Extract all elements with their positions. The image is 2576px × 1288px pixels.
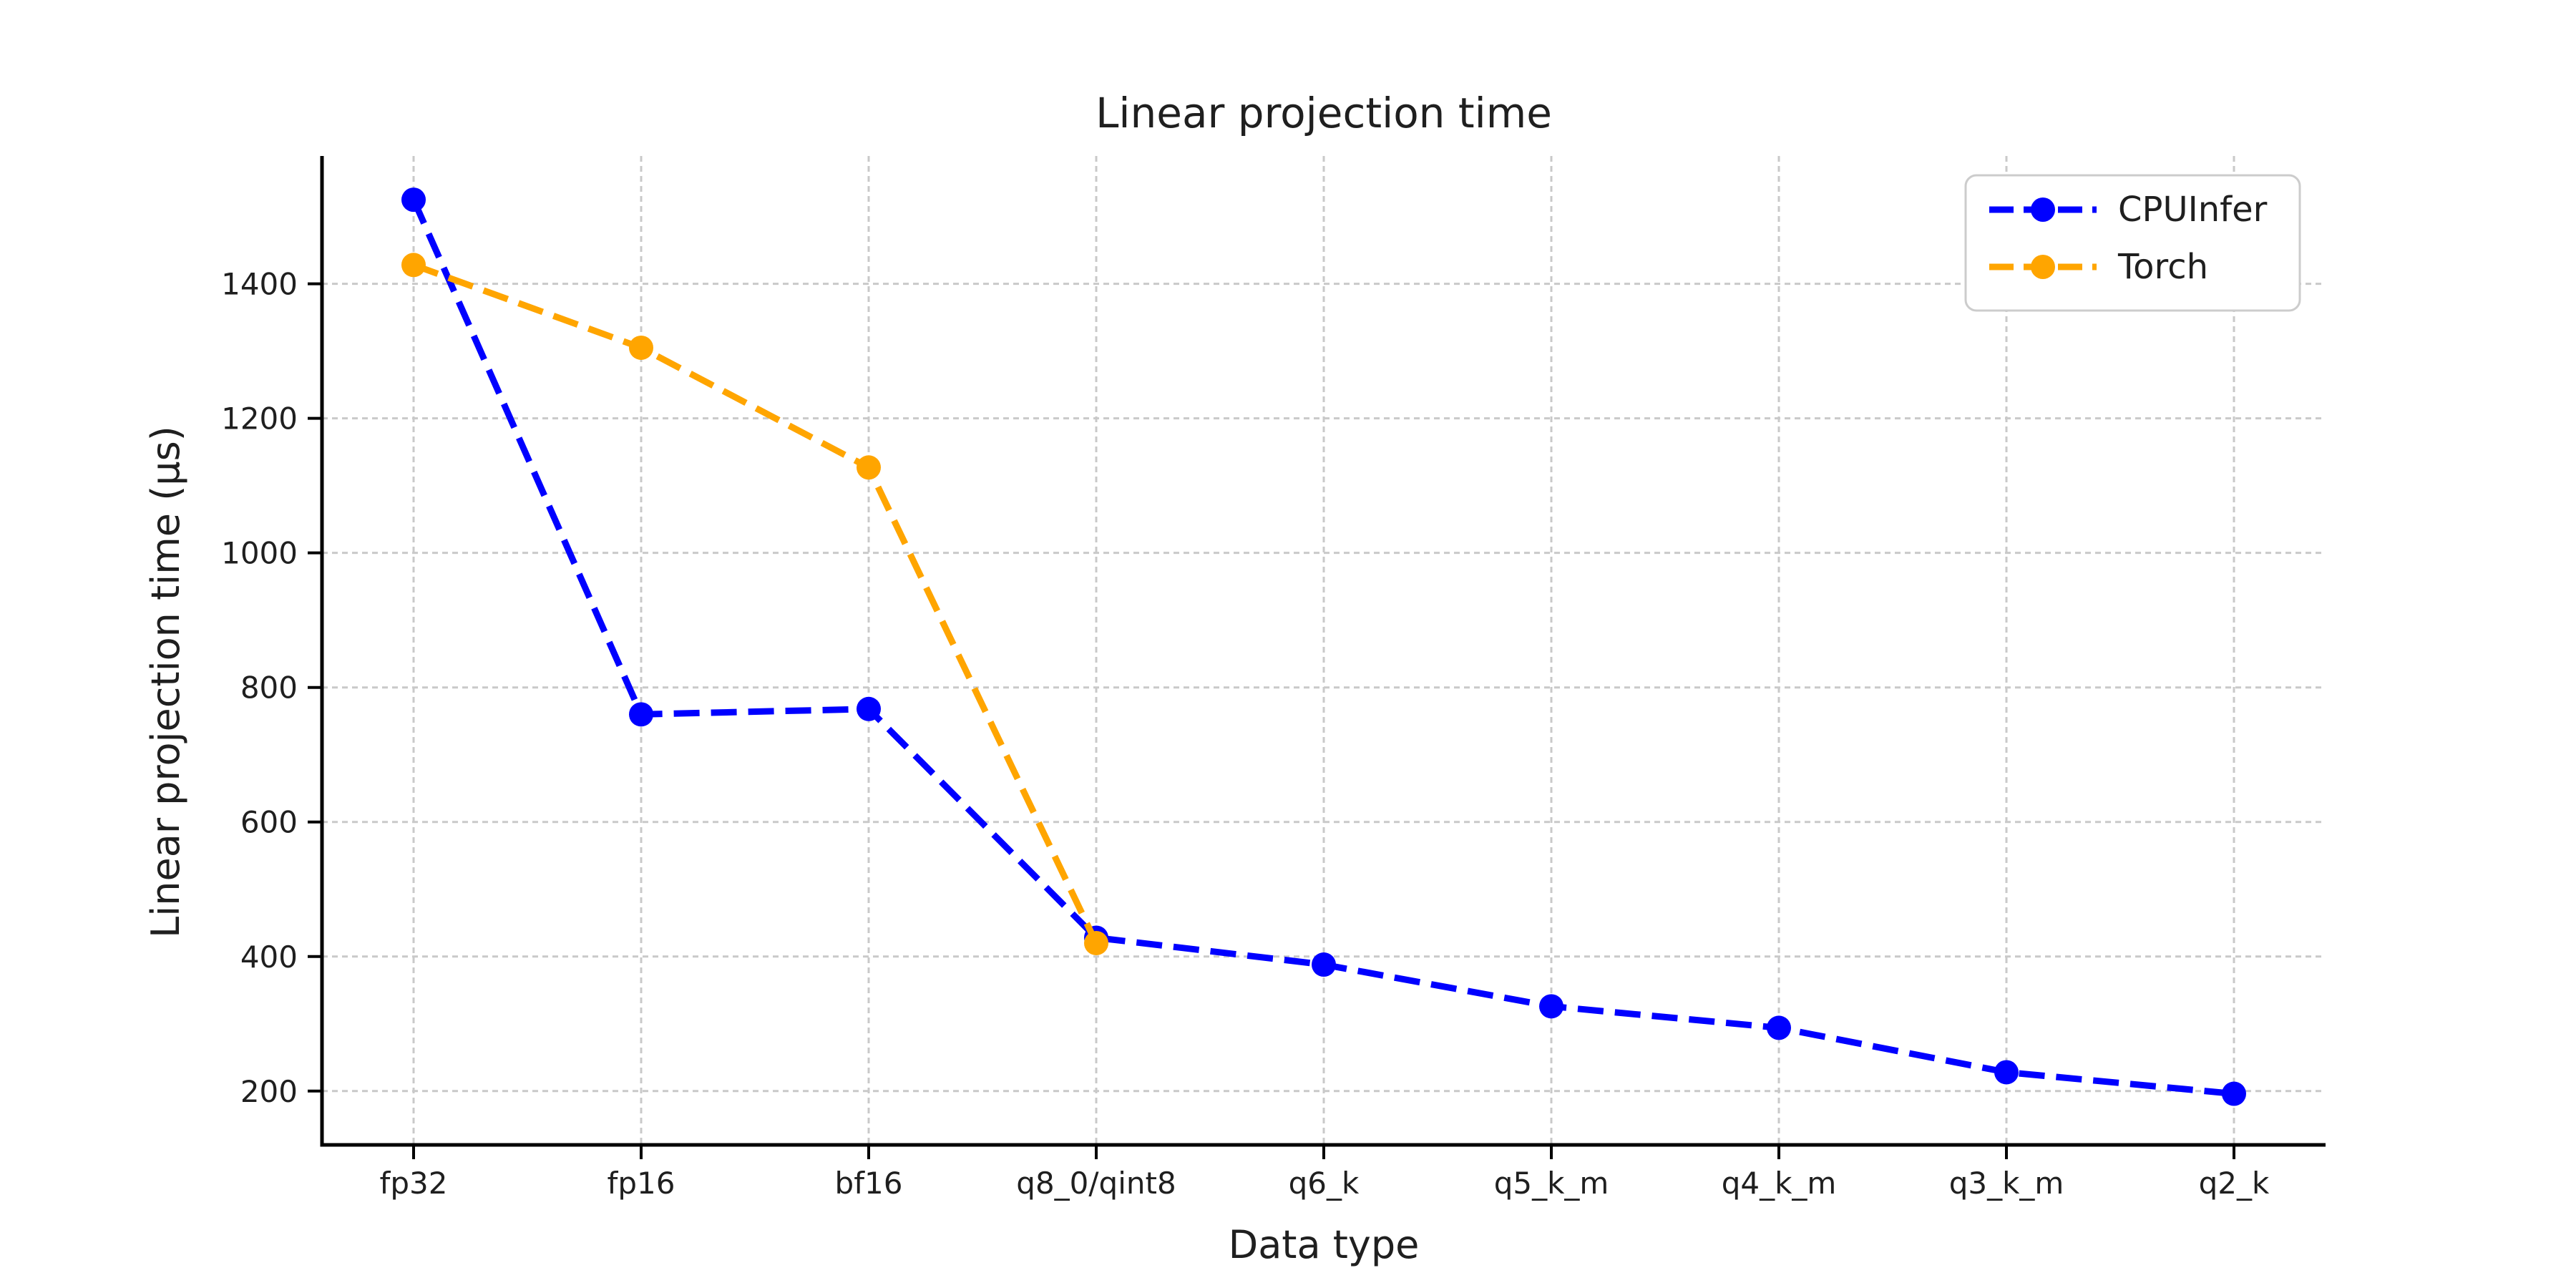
y-tick-label: 400: [240, 940, 298, 975]
y-tick-label: 600: [240, 805, 298, 840]
x-axis-label: Data type: [1229, 1222, 1420, 1267]
y-tick-label: 1000: [221, 536, 298, 571]
x-tick-label: fp32: [380, 1166, 448, 1201]
tick-labels: fp32 fp16 bf16 q8_0/qint8 q6_k q5_k_m q4_k_m q3…: [221, 267, 2270, 1201]
y-axis-label: Linear projection time (µs): [143, 426, 188, 938]
chart-title: Linear projection time: [1096, 89, 1552, 137]
data-point-torch-bf16: [857, 455, 881, 480]
data-point-cpuinfer-q4_k_m: [1767, 1015, 1791, 1040]
legend-label-torch: Torch: [2117, 247, 2208, 287]
series-line-torch: [412, 262, 1100, 945]
data-point-cpuinfer-q2_k: [2222, 1081, 2246, 1106]
data-point-cpuinfer-q5_k_m: [1539, 994, 1563, 1019]
x-tick-label: fp16: [608, 1166, 675, 1201]
legend-marker-cpuinfer: [2031, 197, 2055, 222]
data-point-cpuinfer-bf16: [857, 696, 881, 721]
data-point-torch-q8_0/qint8: [1084, 930, 1108, 955]
x-tick-label: q8_0/qint8: [1016, 1166, 1176, 1201]
data-point-cpuinfer-q3_k_m: [1994, 1060, 2019, 1085]
x-tick-label: q2_k: [2199, 1166, 2270, 1201]
y-tick-label: 800: [240, 670, 298, 706]
legend-marker-torch: [2031, 255, 2055, 279]
data-point-torch-fp32: [401, 253, 426, 278]
y-tick-label: 1200: [221, 401, 298, 436]
y-tick-label: 1400: [221, 267, 298, 302]
x-tick-label: q3_k_m: [1949, 1166, 2064, 1201]
legend-label-cpuinfer: CPUInfer: [2118, 190, 2268, 230]
axes: [308, 156, 2326, 1159]
x-tick-label: bf16: [835, 1166, 903, 1201]
x-tick-label: q6_k: [1289, 1166, 1360, 1201]
x-tick-label: q4_k_m: [1722, 1166, 1837, 1201]
data-point-cpuinfer-fp32: [401, 187, 426, 213]
y-tick-label: 200: [240, 1074, 298, 1109]
legend: CPUInfer Torch: [1964, 174, 2301, 312]
data-point-torch-fp16: [629, 335, 653, 360]
x-tick-label: q5_k_m: [1494, 1166, 1609, 1201]
data-point-cpuinfer-fp16: [629, 702, 653, 727]
data-point-cpuinfer-q6_k: [1312, 952, 1336, 977]
series-layer: [401, 187, 2246, 1106]
